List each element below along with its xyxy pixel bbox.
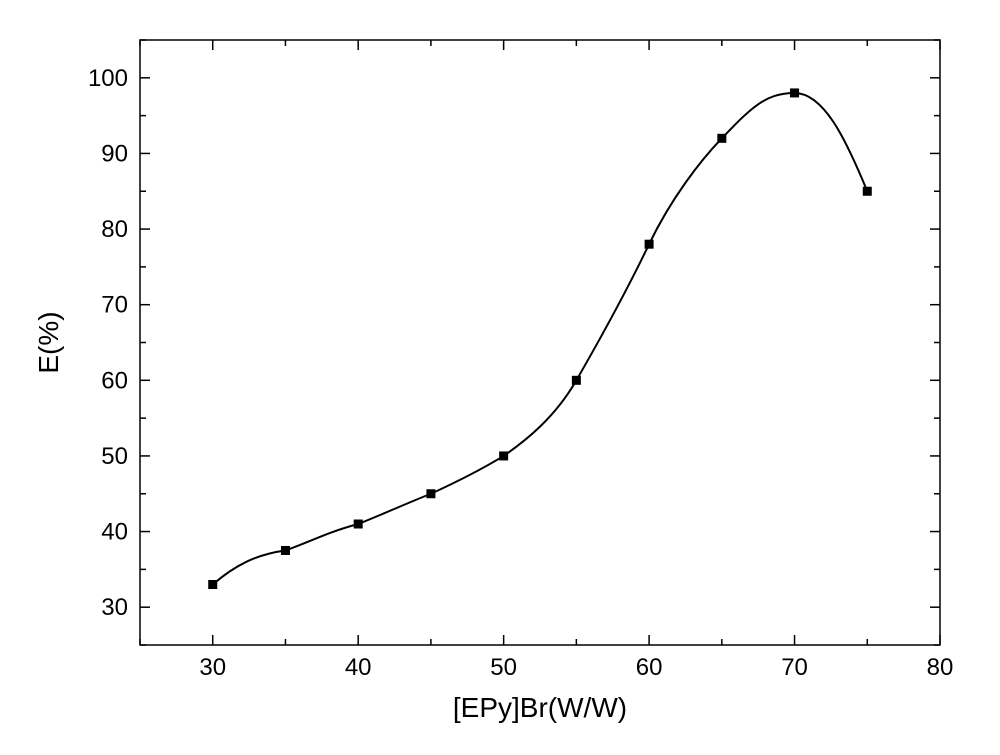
chart-container: 30 40 50 60 70 80 30 40 50 60 70 80 90 100 [EPy]Br(W/W… [0, 0, 1000, 755]
x-axis-label: [EPy]Br(W/W) [453, 692, 627, 723]
y-tick-label: 40 [101, 519, 128, 546]
x-tick-label: 70 [781, 654, 808, 681]
data-marker [426, 489, 435, 498]
y-axis-label: E(%) [33, 311, 64, 373]
y-tick-label: 90 [101, 140, 128, 167]
x-tick-label: 60 [636, 654, 663, 681]
data-marker [790, 88, 799, 97]
y-tick-label: 50 [101, 443, 128, 470]
x-tick-label: 50 [490, 654, 517, 681]
data-marker [863, 187, 872, 196]
y-tick-label: 70 [101, 292, 128, 319]
data-marker [645, 240, 654, 249]
plot-frame [140, 40, 940, 645]
y-tick-label: 80 [101, 216, 128, 243]
data-marker [281, 546, 290, 555]
data-marker [354, 520, 363, 529]
x-tick-label: 30 [199, 654, 226, 681]
data-marker [572, 376, 581, 385]
chart-svg: 30 40 50 60 70 80 30 40 50 60 70 80 90 100 [EPy]Br(W/W… [0, 0, 1000, 755]
x-tick-label: 40 [345, 654, 372, 681]
data-marker [499, 451, 508, 460]
y-tick-label: 100 [88, 65, 128, 92]
y-tick-label: 60 [101, 367, 128, 394]
y-tick-label: 30 [101, 594, 128, 621]
x-tick-label: 80 [927, 654, 954, 681]
data-marker [208, 580, 217, 589]
data-line [213, 93, 868, 585]
data-marker [717, 134, 726, 143]
